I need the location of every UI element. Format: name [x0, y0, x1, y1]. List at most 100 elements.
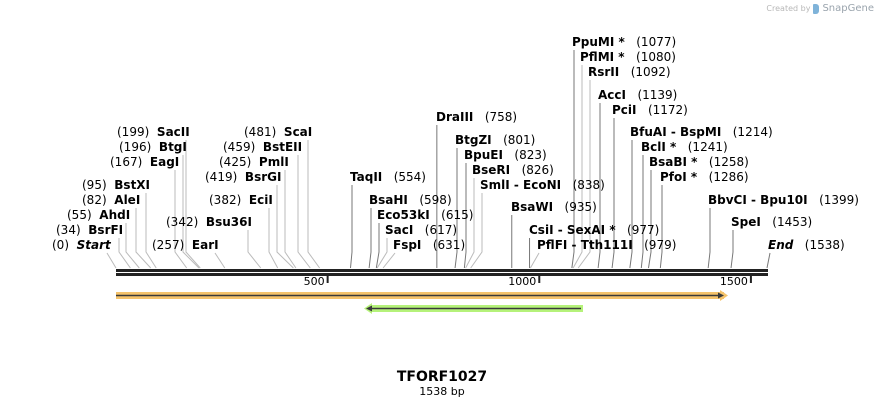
restriction-site-label[interactable]: SmlI - EcoNI (838)	[480, 178, 605, 192]
site-position: (1092)	[630, 65, 671, 79]
site-marker-line	[529, 252, 540, 269]
ruler-tick-label: 1500	[719, 275, 748, 288]
ruler-tick	[326, 276, 329, 283]
restriction-site-label[interactable]: DraIII (758)	[436, 110, 517, 124]
site-marker-line	[276, 185, 294, 269]
site-position: (1077)	[636, 35, 677, 49]
site-marker-line	[297, 155, 311, 269]
site-position: (425)	[219, 155, 252, 169]
site-marker-line	[571, 50, 575, 269]
site-name: SpeI	[731, 215, 761, 229]
site-name: Start	[76, 238, 111, 252]
site-marker-line	[629, 140, 633, 269]
site-marker-line	[145, 193, 157, 269]
site-position: (419)	[205, 170, 238, 184]
arrow-left-icon	[366, 305, 372, 312]
restriction-site-label[interactable]: (419) BsrGI	[205, 170, 281, 184]
site-position: (1399)	[819, 193, 859, 207]
restriction-site-label[interactable]: BtgZI (801)	[455, 133, 535, 147]
restriction-site-label[interactable]: TaqII (554)	[350, 170, 426, 184]
site-name: Bsu36I	[205, 215, 252, 229]
site-name: End	[768, 238, 794, 252]
site-marker-line	[118, 238, 131, 269]
site-marker-line	[611, 118, 615, 269]
site-marker-line	[454, 148, 458, 269]
site-position: (1538)	[804, 238, 845, 252]
site-position: (199)	[117, 125, 150, 139]
restriction-site-label[interactable]: (196) BtgI	[119, 140, 187, 154]
ruler-tick-label: 1000	[508, 275, 537, 288]
restriction-site-label[interactable]: Eco53kI (615)	[377, 208, 473, 222]
restriction-site-label[interactable]: BsaHI (598)	[369, 193, 452, 207]
restriction-site-label[interactable]: PfoI * (1286)	[660, 170, 749, 184]
site-marker-line	[707, 208, 711, 269]
site-position: (631)	[432, 238, 466, 252]
site-name: SmlI - EcoNI	[480, 178, 562, 192]
restriction-site-label[interactable]: BfuAI - BspMI (1214)	[630, 125, 773, 139]
restriction-site-label[interactable]: BpuEI (823)	[464, 148, 547, 162]
restriction-site-label[interactable]: RsrII (1092)	[588, 65, 671, 79]
site-position: (95)	[82, 178, 107, 192]
site-name: BsaBI *	[649, 155, 698, 169]
site-position: (826)	[521, 163, 554, 177]
restriction-site-label[interactable]: (199) SacII	[117, 125, 190, 139]
restriction-site-label[interactable]: AccI (1139)	[598, 88, 677, 102]
restriction-site-label[interactable]: (55) AhdI	[67, 208, 130, 222]
site-name: BclI *	[641, 140, 677, 154]
restriction-site-label[interactable]: (425) PmlI	[219, 155, 289, 169]
restriction-site-label[interactable]: (82) AleI	[82, 193, 140, 207]
restriction-site-label[interactable]: PciI (1172)	[612, 103, 688, 117]
restriction-site-label[interactable]: BseRI (826)	[472, 163, 554, 177]
restriction-site-label[interactable]: CsiI - SexAI * (977)	[529, 223, 659, 237]
site-position: (554)	[393, 170, 426, 184]
restriction-site-label[interactable]: (481) ScaI	[244, 125, 312, 139]
restriction-site-label[interactable]: (0) Start	[52, 238, 111, 252]
site-marker-line	[185, 140, 201, 269]
site-marker-line	[659, 185, 663, 269]
site-position: (979)	[644, 238, 677, 252]
restriction-site-label[interactable]: PpuMI * (1077)	[572, 35, 676, 49]
site-position: (1080)	[636, 50, 676, 64]
site-name: EciI	[248, 193, 273, 207]
restriction-site-label[interactable]: (342) Bsu36I	[166, 215, 252, 229]
feature-orf-forward[interactable]	[116, 290, 728, 301]
restriction-site-label[interactable]: (167) EagI	[110, 155, 179, 169]
restriction-site-label[interactable]: BbvCI - Bpu10I (1399)	[708, 193, 859, 207]
site-position: (196)	[119, 140, 152, 154]
site-name: BsaWI	[511, 200, 554, 214]
restriction-site-label[interactable]: BsaWI (935)	[511, 200, 597, 214]
site-name: SacII	[156, 125, 190, 139]
restriction-site-label[interactable]: (382) EciI	[209, 193, 273, 207]
site-marker-line	[375, 223, 380, 269]
site-marker-line	[247, 230, 262, 269]
site-name: BpuEI	[464, 148, 503, 162]
restriction-site-label[interactable]: SpeI (1453)	[731, 215, 812, 229]
site-name: ScaI	[283, 125, 313, 139]
restriction-site-label[interactable]: (95) BstXI	[82, 178, 150, 192]
restriction-site-label[interactable]: FspI (631)	[393, 238, 465, 252]
restriction-site-label[interactable]: PflMI * (1080)	[580, 50, 676, 64]
site-name: PmlI	[258, 155, 289, 169]
restriction-site-label[interactable]: BclI * (1241)	[641, 140, 728, 154]
site-marker-line	[307, 140, 321, 269]
site-marker-line	[577, 80, 591, 269]
restriction-site-label[interactable]: PflFI - Tth111I (979)	[537, 238, 676, 252]
restriction-site-label[interactable]: End (1538)	[768, 238, 845, 252]
site-position: (801)	[503, 133, 536, 147]
restriction-site-label[interactable]: (459) BstEII	[223, 140, 302, 154]
site-name: BstEII	[262, 140, 303, 154]
restriction-site-label[interactable]: SacI (617)	[385, 223, 457, 237]
site-name: AleI	[114, 193, 141, 207]
restriction-site-label[interactable]: (257) EarI	[152, 238, 219, 252]
restriction-site-label[interactable]: (34) BsrFI	[56, 223, 123, 237]
site-marker-line	[382, 252, 396, 269]
feature-orf-reverse[interactable]	[364, 303, 583, 314]
restriction-site-label[interactable]: BsaBI * (1258)	[649, 155, 749, 169]
site-marker-line	[174, 170, 188, 269]
ruler-tick	[538, 276, 541, 283]
site-marker-line	[766, 252, 771, 269]
site-position: (0)	[52, 238, 69, 252]
site-marker-line	[640, 155, 644, 269]
